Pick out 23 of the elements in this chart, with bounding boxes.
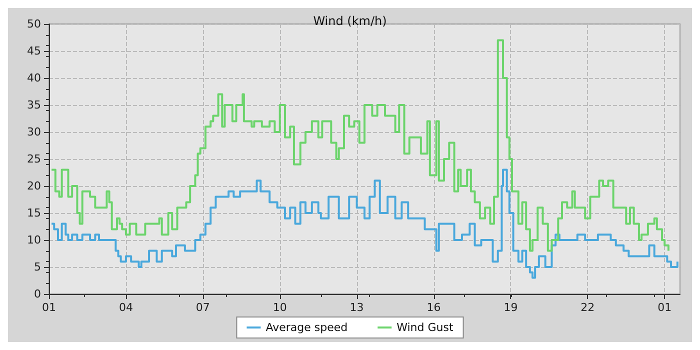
- x-tick-label: 10: [272, 301, 287, 314]
- y-tick-label: 25: [27, 152, 41, 166]
- y-tick-label: 45: [27, 44, 41, 58]
- y-tick-label: 30: [27, 126, 41, 138]
- x-tick-label: 04: [118, 301, 133, 314]
- legend-label: Average speed: [266, 321, 348, 334]
- x-tick-label: 01: [42, 301, 56, 314]
- y-tick-label: 35: [27, 98, 41, 112]
- y-tick-label: 10: [27, 234, 41, 246]
- y-tick-label: 5: [34, 260, 41, 274]
- chart-title: Wind (km/h): [313, 14, 387, 28]
- y-tick-label: 40: [27, 72, 41, 84]
- y-tick-label: 0: [34, 288, 41, 300]
- x-tick-label: 22: [580, 301, 595, 314]
- y-tick-label: 15: [27, 206, 41, 220]
- x-tick-label: 13: [350, 301, 364, 314]
- y-tick-label: 20: [27, 180, 41, 192]
- x-tick-label: 01: [658, 301, 672, 314]
- legend-label: Wind Gust: [396, 321, 454, 334]
- x-tick-label: 19: [504, 301, 518, 314]
- x-tick-label: 16: [426, 301, 441, 314]
- y-tick-label: 50: [27, 18, 41, 30]
- x-tick-label: 07: [196, 301, 210, 314]
